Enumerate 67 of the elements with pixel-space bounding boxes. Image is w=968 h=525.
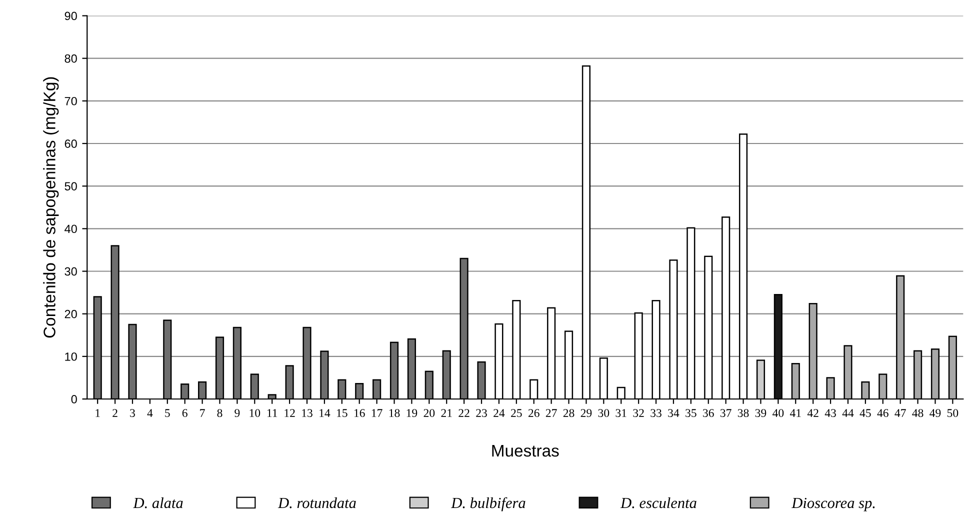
x-tick-label: 38 xyxy=(738,409,749,418)
y-tick-label: 90 xyxy=(64,12,77,20)
x-tick-label: 14 xyxy=(320,409,330,417)
y-tick-label: 10 xyxy=(65,352,77,361)
x-tick-label: 44 xyxy=(842,409,854,417)
legend-label: Dioscorea sp. xyxy=(792,498,875,512)
x-tick-label: 25 xyxy=(511,409,522,418)
x-tick-label: 41 xyxy=(790,409,801,417)
x-tick-label: 24 xyxy=(494,409,505,417)
x-tick-label: 27 xyxy=(546,409,557,417)
x-tick-label: 36 xyxy=(703,409,714,418)
x-tick-label: 33 xyxy=(650,409,662,418)
x-tick-label: 37 xyxy=(720,409,732,418)
x-tick-label: 45 xyxy=(860,409,871,418)
x-tick-label: 40 xyxy=(772,409,784,418)
x-tick-label: 20 xyxy=(424,409,435,418)
x-tick-label: 43 xyxy=(824,409,836,418)
x-tick-label: 19 xyxy=(406,409,418,418)
y-axis-title: Contenido de sapogeninas (mg/Kg) xyxy=(43,77,59,338)
x-tick-label: 49 xyxy=(930,409,941,418)
y-tick-label: 0 xyxy=(71,395,77,404)
x-tick-label: 1 xyxy=(96,409,100,417)
x-tick-label: 46 xyxy=(877,409,888,418)
x-tick-label: 5 xyxy=(165,409,170,418)
x-tick-label: 17 xyxy=(372,409,382,417)
x-tick-label: 12 xyxy=(284,409,295,417)
x-tick-label: 50 xyxy=(947,409,958,418)
x-tick-label: 8 xyxy=(217,409,222,418)
y-tick-label: 20 xyxy=(64,310,77,318)
y-tick-label: 80 xyxy=(64,54,77,63)
x-tick-label: 30 xyxy=(598,409,610,418)
x-tick-label: 28 xyxy=(563,409,574,418)
x-tick-label: 16 xyxy=(354,409,365,418)
x-tick-label: 26 xyxy=(528,409,540,418)
x-tick-label: 9 xyxy=(234,409,240,418)
x-tick-label: 6 xyxy=(182,409,188,418)
legend-label: D. rotundata xyxy=(278,497,356,508)
x-tick-label: 15 xyxy=(337,409,348,418)
legend-label: D. alata xyxy=(133,497,183,508)
x-tick-label: 3 xyxy=(130,409,135,418)
x-tick-label: 35 xyxy=(686,409,696,418)
x-tick-label: 18 xyxy=(389,409,400,418)
legend-label: D. esculenta xyxy=(620,497,696,508)
y-tick-label: 50 xyxy=(64,182,77,190)
x-tick-label: 7 xyxy=(200,409,205,417)
x-tick-label: 48 xyxy=(912,409,924,418)
x-tick-label: 11 xyxy=(267,409,278,417)
x-tick-label: 23 xyxy=(476,409,487,418)
x-tick-label: 47 xyxy=(894,409,906,417)
x-tick-label: 42 xyxy=(807,409,818,417)
x-tick-label: 2 xyxy=(112,409,118,417)
x-tick-label: 21 xyxy=(441,409,452,417)
x-tick-label: 34 xyxy=(668,409,680,418)
x-tick-label: 22 xyxy=(458,409,470,417)
x-axis-title: Muestras xyxy=(492,445,559,457)
legend-label: D. bulbifera xyxy=(450,497,526,512)
x-tick-label: 10 xyxy=(250,409,260,418)
y-tick-label: 30 xyxy=(64,267,77,276)
x-tick-label: 29 xyxy=(580,409,592,418)
x-tick-label: 31 xyxy=(616,409,626,418)
x-tick-label: 4 xyxy=(147,409,153,417)
x-tick-label: 39 xyxy=(755,409,766,418)
x-tick-label: 13 xyxy=(302,409,312,418)
y-tick-label: 60 xyxy=(64,140,77,148)
x-tick-label: 32 xyxy=(633,409,644,418)
y-tick-label: 40 xyxy=(64,224,77,234)
y-tick-label: 70 xyxy=(64,96,77,106)
